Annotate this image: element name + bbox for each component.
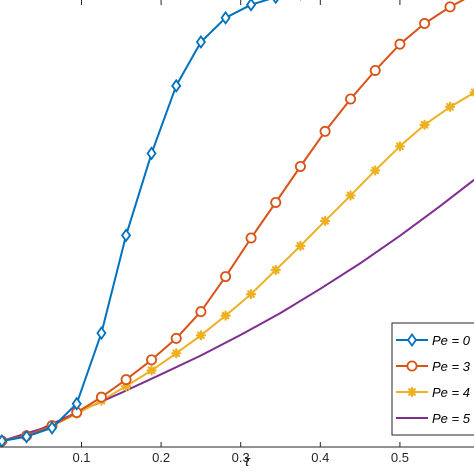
data-point <box>71 396 82 411</box>
data-point <box>394 38 406 50</box>
data-point-stroke <box>197 331 205 340</box>
data-point <box>444 1 456 13</box>
x-tick-label: 0.3 <box>232 450 250 465</box>
legend-item: Pe = 4 <box>396 385 470 400</box>
data-point <box>171 78 182 93</box>
x-tick-label: 0.2 <box>152 450 170 465</box>
data-point <box>272 0 279 5</box>
data-point <box>146 365 157 376</box>
data-point <box>171 348 182 359</box>
data-point <box>419 18 431 30</box>
data-point-stroke <box>247 290 255 299</box>
data-point <box>345 190 356 201</box>
data-point <box>46 420 58 435</box>
data-point <box>319 215 331 226</box>
data-point <box>406 332 418 348</box>
data-point <box>370 165 381 176</box>
legend-label: Pe = 3 <box>432 359 471 374</box>
data-point <box>419 119 430 130</box>
legend: Pe = 0 Pe = 3 Pe = 4 Pe = 5 <box>391 322 474 436</box>
legend-item: Pe = 5 <box>396 411 471 426</box>
data-point <box>295 240 306 251</box>
data-point-stroke <box>371 166 380 175</box>
legend-label: Pe = 4 <box>432 385 470 400</box>
data-point <box>245 232 257 244</box>
data-point-stroke <box>296 241 305 250</box>
data-point <box>369 64 381 76</box>
data-point <box>195 306 207 318</box>
data-point <box>345 93 357 105</box>
data-point <box>21 429 32 444</box>
data-point <box>245 0 257 12</box>
data-point <box>220 310 231 321</box>
data-point <box>96 326 107 341</box>
series-layer <box>0 0 474 449</box>
data-point <box>195 330 207 341</box>
legend-box <box>391 322 474 436</box>
legend-label: Pe = 5 <box>432 411 471 426</box>
data-point-stroke <box>271 266 280 274</box>
data-point-stroke <box>221 311 230 320</box>
data-point <box>220 271 232 283</box>
data-point <box>195 34 206 50</box>
x-tick-label: 0.1 <box>72 450 90 465</box>
legend-item: Pe = 3 <box>396 359 471 374</box>
series-pe-3 <box>0 0 466 447</box>
x-tick-label: 0.5 <box>391 450 409 465</box>
data-point <box>394 141 406 152</box>
x-axis-label: τ <box>244 453 251 470</box>
data-point <box>270 264 281 276</box>
data-point-stroke <box>408 388 416 396</box>
data-point-stroke <box>321 216 329 225</box>
data-point <box>146 354 158 366</box>
x-tick-label: 0.4 <box>311 450 329 465</box>
data-point <box>120 374 132 386</box>
legend-label: Pe = 0 <box>432 333 471 348</box>
data-point <box>146 146 157 161</box>
data-point-stroke <box>147 366 156 375</box>
data-point <box>294 160 306 172</box>
data-point <box>444 101 456 112</box>
data-point <box>220 10 231 25</box>
data-point-stroke <box>172 349 181 358</box>
data-point <box>319 125 331 137</box>
series-pe-0 <box>0 0 301 449</box>
data-point <box>469 87 474 98</box>
data-point-stroke <box>346 191 355 200</box>
legend-item: Pe = 0 <box>396 332 471 348</box>
data-point <box>121 228 132 243</box>
data-point <box>95 391 107 403</box>
data-point <box>170 332 182 344</box>
data-point <box>245 289 257 300</box>
data-point-stroke <box>470 91 474 97</box>
data-point-stroke <box>470 88 474 94</box>
data-point <box>406 360 418 372</box>
data-point-stroke <box>420 120 429 129</box>
data-point-stroke <box>396 142 404 151</box>
data-point-stroke <box>446 102 454 111</box>
data-point <box>406 386 418 398</box>
data-point <box>270 196 282 208</box>
